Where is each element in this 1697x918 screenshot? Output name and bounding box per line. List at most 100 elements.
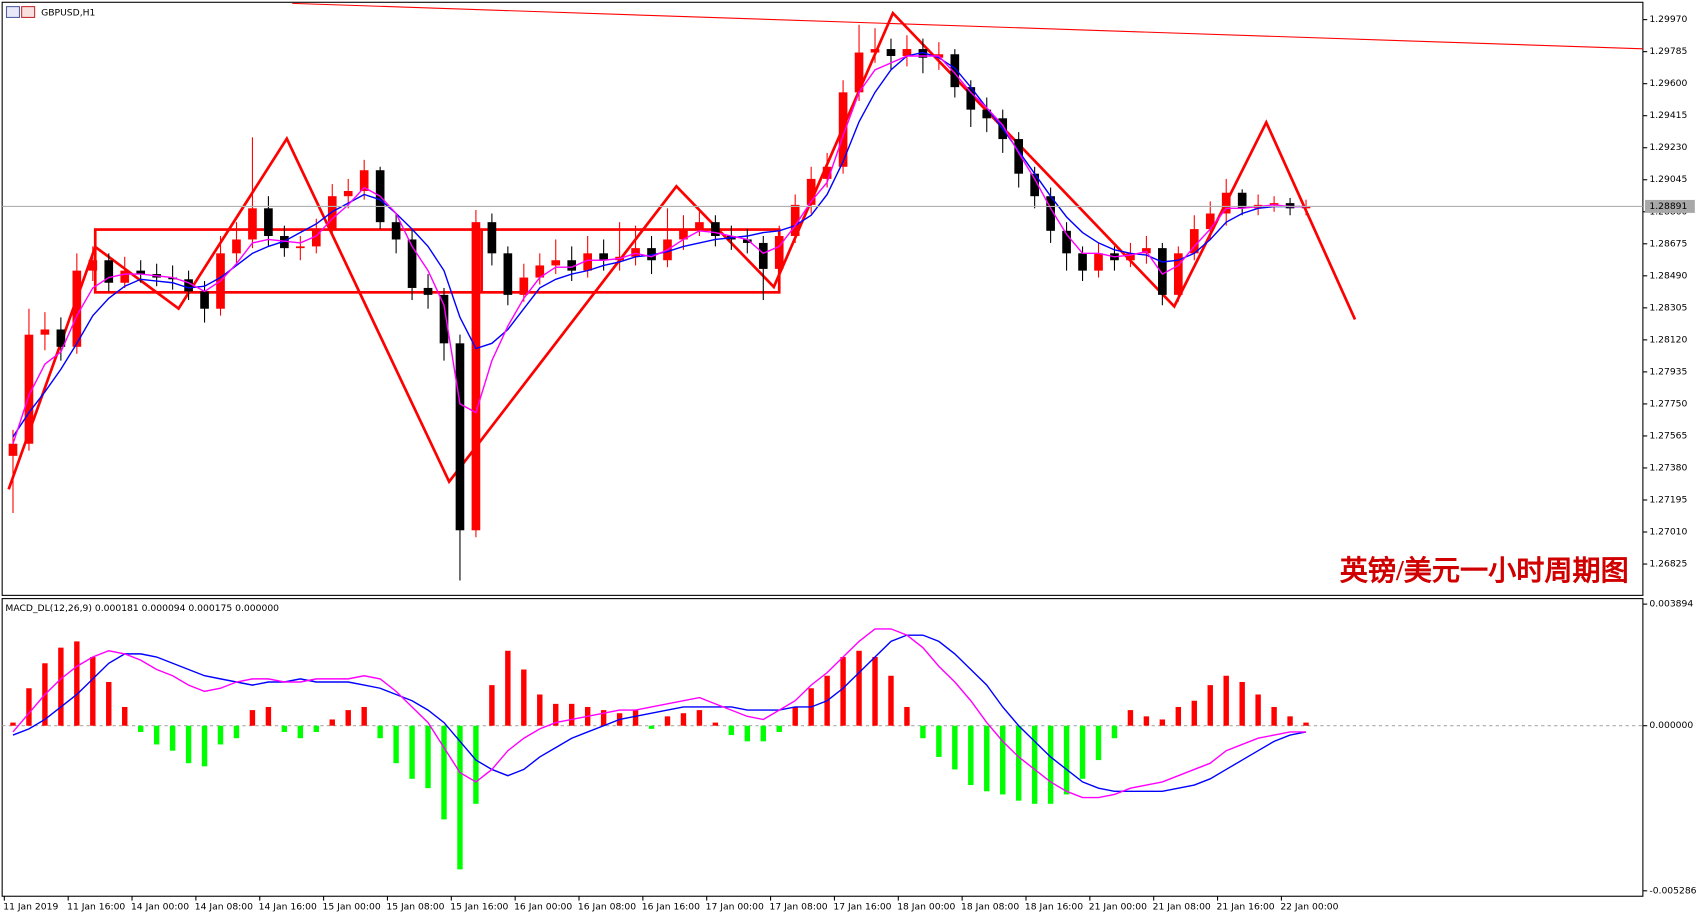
candle-body [232,239,241,254]
y-tick-label: 1.29600 [1649,78,1687,89]
y-tick-label: 1.27935 [1649,366,1687,377]
x-tick-label: 22 Jan 00:00 [1280,902,1338,913]
histogram-bar [888,675,894,726]
candle-body [168,277,177,280]
y-tick-label: 1.27195 [1649,494,1687,505]
candle-body [535,265,545,278]
candle-body [870,49,880,53]
x-tick-label: 17 Jan 00:00 [706,902,764,913]
histogram-bar [1000,725,1006,795]
histogram-bar [856,650,862,726]
candle-body [1126,253,1135,261]
candle-body [1173,253,1183,295]
candle-body [487,222,497,254]
candle-body [407,239,417,288]
candle-body [631,248,640,257]
candle-body [790,204,800,237]
histogram-bar [1191,700,1197,726]
candle-body [1158,248,1167,295]
histogram-bar [968,725,974,786]
candle-body [311,229,321,247]
x-tick-label: 11 Jan 2019 [3,902,58,913]
x-tick-label: 11 Jan 16:00 [67,902,125,913]
histogram-bar [58,647,64,726]
x-tick-label: 21 Jan 00:00 [1089,902,1147,913]
histogram-bar [425,725,431,789]
histogram-bar [10,722,16,726]
y-tick-label: 1.27565 [1649,430,1687,441]
y-tick-label: 1.28120 [1649,334,1687,345]
candle-body [1062,230,1071,254]
candle-body [1014,139,1024,174]
y-tick-label: 0.000000 [1649,720,1693,731]
histogram-bar [664,716,671,726]
candle-body [104,260,114,283]
candle-body [950,54,960,88]
candle-body [296,246,305,249]
candle-body [200,291,209,309]
candle-body [695,222,704,230]
candle-body [391,222,401,240]
histogram-bar [1207,685,1213,726]
x-tick-label: 16 Jan 08:00 [578,902,636,913]
x-tick-label: 14 Jan 00:00 [131,902,189,913]
moving-averages [12,51,1307,444]
histogram-bar [1111,725,1118,739]
candle-body [120,270,130,283]
y-tick-label: 1.28305 [1649,302,1687,313]
y-tick-label: -0.005286 [1649,885,1696,896]
candle-body [1046,196,1055,231]
histogram-bar [1255,694,1261,726]
histogram-bar [1047,725,1054,804]
histogram-bar [122,706,128,726]
histogram-bar [776,725,782,732]
histogram-bar [632,710,639,726]
histogram-bar [505,650,511,726]
histogram-bar [569,703,575,726]
histogram-bar [217,725,224,745]
histogram-bar [728,725,735,736]
histogram-bar [345,710,351,726]
annotation: 英镑/美元一小时周期图 [1340,554,1629,587]
histogram-bar [297,725,304,739]
candle-body [902,49,912,56]
histogram-bar [489,685,495,726]
candle-body [1301,206,1311,209]
candle-body [1237,192,1247,209]
candle-body [1030,173,1039,197]
histogram-bar [169,725,176,751]
candle-body [471,222,481,531]
histogram-bar [872,657,878,726]
candle-body [822,166,832,179]
y-tick-label: 1.29045 [1649,174,1687,185]
histogram-bar [904,706,910,726]
candle-body [248,208,257,240]
histogram-bar [840,657,846,726]
candle-body [647,248,656,261]
histogram-bar [1095,725,1102,761]
macd-panel [1,598,1644,897]
y-tick-label: 1.28675 [1649,238,1687,249]
moving-average [12,55,1307,444]
candle-body [40,329,50,335]
histogram-bar [106,681,112,726]
histogram-bar [553,703,559,726]
candle-body [455,343,465,531]
x-tick-label: 21 Jan 08:00 [1153,902,1211,913]
candle-body [503,253,513,295]
candle-body [982,109,992,119]
y-tick-label: 1.27010 [1649,527,1687,538]
histogram-bar [920,725,926,739]
histogram-bar [1159,719,1166,726]
y-tick-label: 1.27750 [1649,398,1687,409]
candle-body [742,239,752,243]
histogram-bar [265,706,272,726]
candle-body [758,242,768,269]
candle-body [1142,248,1151,254]
histogram-bar [1223,675,1229,726]
y-tick-label: 1.29970 [1649,14,1687,25]
histogram-bar [1079,725,1086,779]
candle-body [1189,229,1199,254]
candles [8,24,1311,581]
